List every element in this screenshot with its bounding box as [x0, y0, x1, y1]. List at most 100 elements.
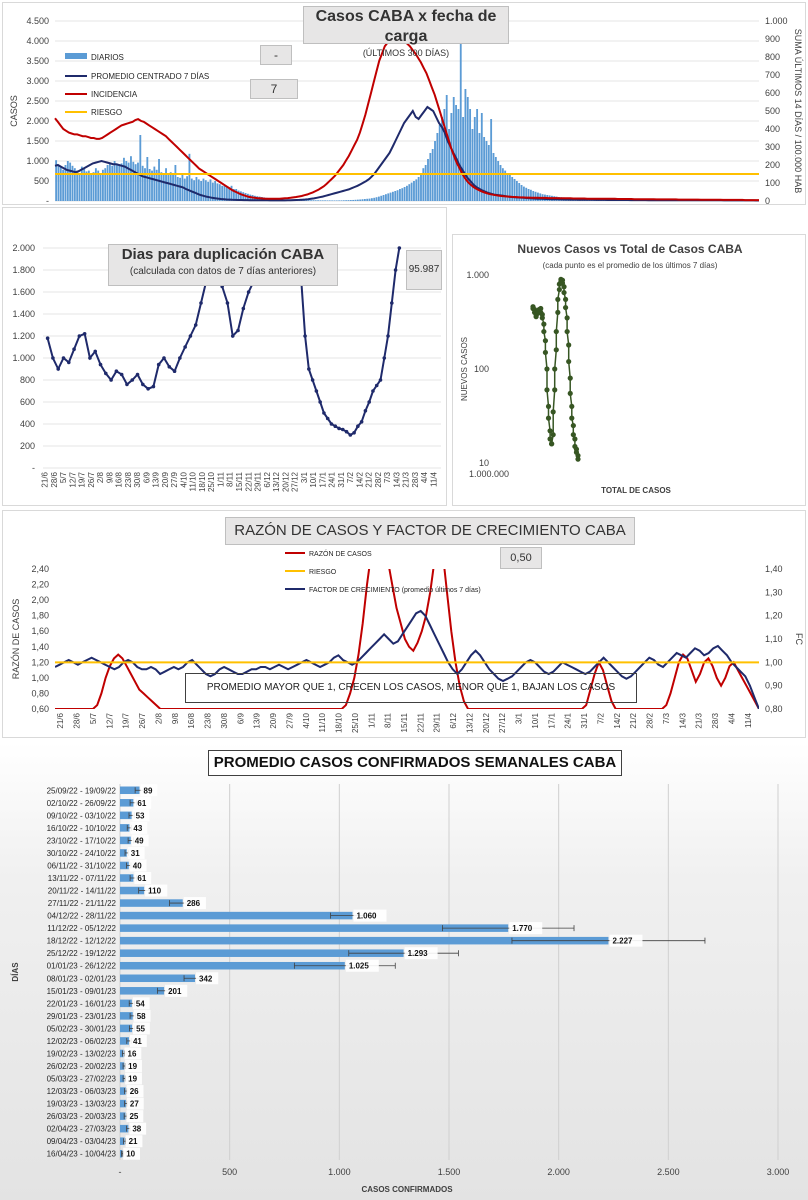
- scatter-point: [575, 452, 581, 459]
- daily-bar: [62, 169, 65, 201]
- daily-bar: [314, 200, 317, 201]
- y-tick-label: 800: [20, 375, 35, 385]
- x-tick-label: 24/1: [564, 712, 573, 728]
- x-tick-label: 27/12: [291, 471, 300, 492]
- category-label: 02/04/23 - 27/03/23: [47, 1125, 117, 1134]
- daily-bar: [401, 188, 404, 201]
- doubling-point: [378, 378, 383, 382]
- daily-bar: [406, 185, 408, 201]
- daily-bar: [501, 168, 504, 201]
- y-tick-label: 400: [20, 419, 35, 429]
- data-label-bg: [145, 884, 168, 897]
- x-tick-label: 14/2: [613, 712, 622, 728]
- legend-label: DIARIOS: [91, 53, 124, 62]
- doubling-point: [225, 301, 230, 305]
- x-tick-label: 27/9: [170, 471, 179, 487]
- doubling-point: [82, 332, 87, 336]
- daily-bar: [518, 183, 521, 201]
- daily-bar: [139, 135, 142, 201]
- y-axis-label: CASOS: [9, 95, 19, 127]
- category-label: 13/11/22 - 07/11/22: [48, 874, 117, 883]
- daily-bar: [207, 181, 210, 201]
- data-label-bg: [353, 909, 387, 922]
- y-tick-label: 2.000: [26, 116, 49, 126]
- y2-tick-label: 1,00: [765, 657, 783, 667]
- x-tick-label: 13/9: [253, 712, 262, 728]
- scatter-point: [547, 428, 553, 434]
- daily-bar: [232, 189, 235, 201]
- legend-label: PROMEDIO CENTRADO 7 DÍAS: [91, 72, 209, 81]
- weekly-bar: [120, 886, 145, 895]
- data-label: 43: [133, 824, 142, 833]
- daily-bar: [342, 200, 345, 201]
- daily-bar: [183, 178, 186, 201]
- x-tick-label: 18/10: [335, 712, 344, 733]
- daily-bar: [506, 173, 509, 201]
- daily-bar: [221, 185, 224, 201]
- category-label: 04/12/22 - 28/11/22: [47, 912, 116, 921]
- data-label: 25: [129, 1112, 138, 1121]
- data-label: 2.227: [612, 937, 633, 946]
- x-tick-label: 1.000: [328, 1167, 351, 1177]
- x-tick-label: 28/2: [374, 471, 383, 487]
- x-tick-label: 8/11: [226, 471, 235, 487]
- category-label: 23/10/22 - 17/10/22: [47, 836, 117, 845]
- data-label: 55: [136, 1024, 145, 1033]
- daily-bar: [347, 200, 350, 201]
- x-tick-label: 30/8: [220, 712, 229, 728]
- x-tick-label: -: [119, 1167, 122, 1177]
- x-tick-label: 22/11: [416, 712, 425, 732]
- daily-bar: [137, 162, 139, 201]
- daily-bar: [80, 166, 83, 201]
- daily-bar: [193, 180, 196, 201]
- x-tick-label: 16/8: [115, 471, 124, 487]
- x-tick-label: 4/10: [179, 471, 188, 487]
- category-label: 29/01/23 - 23/01/23: [47, 1012, 117, 1021]
- data-label-bg: [125, 1060, 142, 1072]
- x-tick-label: 14/3: [678, 712, 687, 728]
- data-label: 110: [148, 887, 161, 896]
- daily-bar: [368, 198, 371, 201]
- weekly-bar: [120, 999, 132, 1008]
- weekly-bar: [120, 1149, 123, 1158]
- x-tick-label: 6/9: [142, 471, 151, 483]
- doubling-point: [340, 427, 345, 432]
- new-vs-total-chart-svg: Nuevos Casos vs Total de Casos CABA (cada…: [460, 242, 743, 495]
- daily-bar: [132, 161, 135, 201]
- daily-bar: [415, 179, 418, 201]
- daily-bar: [349, 200, 352, 201]
- daily-bar: [455, 105, 457, 201]
- x-tick-label: 2/8: [154, 203, 163, 205]
- data-label: 49: [135, 836, 144, 845]
- data-label: 342: [199, 974, 213, 983]
- weekly-bar: [120, 1099, 126, 1108]
- data-label: 61: [137, 874, 146, 883]
- x-tick-label: 5/7: [89, 203, 98, 205]
- data-label-bg: [345, 959, 379, 972]
- daily-bar: [64, 165, 67, 201]
- daily-bar: [151, 170, 153, 201]
- weekly-bar: [120, 911, 353, 920]
- x-tick-label: 21/2: [365, 471, 374, 487]
- x-tick-label: 30/8: [133, 471, 142, 487]
- x-tick-label: 6/12: [263, 471, 272, 487]
- x-tick-label: 27/12: [498, 203, 507, 205]
- scatter-point: [567, 390, 573, 397]
- scatter-point: [541, 328, 547, 335]
- data-label-bg: [124, 1047, 142, 1060]
- x-tick-label: 2/8: [96, 471, 105, 483]
- daily-bar: [450, 113, 453, 201]
- scatter-point: [541, 321, 547, 327]
- daily-bar: [214, 181, 217, 201]
- y-tick-label: 500: [34, 176, 49, 186]
- doubling-point: [325, 416, 330, 421]
- daily-bar: [515, 181, 518, 201]
- daily-bar: [527, 189, 530, 201]
- y-tick-label: 200: [20, 441, 35, 451]
- x-tick-label: 7/2: [596, 712, 605, 724]
- ratio-chart-title-box: RAZÓN DE CASOS Y FACTOR DE CRECIMIENTO C…: [225, 517, 635, 545]
- daily-bar: [473, 117, 476, 201]
- daily-bar: [525, 187, 528, 201]
- doubling-point: [390, 301, 394, 305]
- scatter-point: [544, 387, 550, 393]
